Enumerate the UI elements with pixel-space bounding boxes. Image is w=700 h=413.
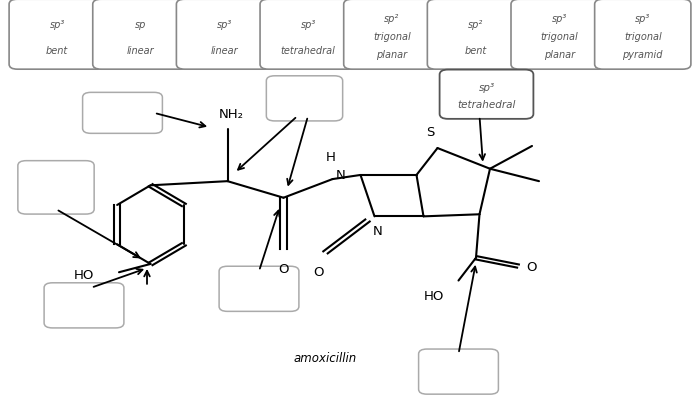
Text: NH₂: NH₂ xyxy=(218,108,244,121)
FancyBboxPatch shape xyxy=(594,0,691,70)
Text: bent: bent xyxy=(464,46,486,56)
Text: trigonal: trigonal xyxy=(373,32,411,42)
Text: sp³: sp³ xyxy=(552,14,567,24)
Text: N: N xyxy=(372,224,382,237)
FancyBboxPatch shape xyxy=(511,0,608,70)
Text: amoxicillin: amoxicillin xyxy=(294,351,357,364)
Text: trigonal: trigonal xyxy=(540,32,578,42)
Text: sp²: sp² xyxy=(384,14,400,24)
FancyBboxPatch shape xyxy=(18,161,94,215)
Text: tetrahedral: tetrahedral xyxy=(457,100,516,110)
Text: HO: HO xyxy=(424,289,444,302)
Text: linear: linear xyxy=(211,46,238,56)
FancyBboxPatch shape xyxy=(266,77,343,122)
Text: O: O xyxy=(526,260,537,273)
FancyBboxPatch shape xyxy=(427,0,524,70)
FancyBboxPatch shape xyxy=(44,283,124,328)
Text: HO: HO xyxy=(74,268,95,281)
FancyBboxPatch shape xyxy=(440,70,533,120)
Text: O: O xyxy=(314,265,323,278)
Text: pyramid: pyramid xyxy=(622,50,663,60)
Text: S: S xyxy=(426,126,435,138)
Text: bent: bent xyxy=(46,46,69,56)
Text: trigonal: trigonal xyxy=(624,32,662,42)
Text: sp³: sp³ xyxy=(300,20,316,30)
Text: sp³: sp³ xyxy=(217,20,232,30)
Text: sp²: sp² xyxy=(468,20,483,30)
Text: planar: planar xyxy=(544,50,575,60)
Text: sp: sp xyxy=(135,20,146,30)
FancyBboxPatch shape xyxy=(92,0,189,70)
Text: linear: linear xyxy=(127,46,155,56)
FancyBboxPatch shape xyxy=(9,0,105,70)
FancyBboxPatch shape xyxy=(260,0,356,70)
Text: H: H xyxy=(326,151,336,164)
Text: sp³: sp³ xyxy=(635,14,650,24)
FancyBboxPatch shape xyxy=(176,0,272,70)
FancyBboxPatch shape xyxy=(219,267,299,311)
Text: N: N xyxy=(335,168,345,181)
Text: tetrahedral: tetrahedral xyxy=(281,46,335,56)
Text: sp³: sp³ xyxy=(50,20,65,30)
Text: sp³: sp³ xyxy=(478,83,495,93)
FancyBboxPatch shape xyxy=(344,0,440,70)
Text: O: O xyxy=(279,262,288,275)
FancyBboxPatch shape xyxy=(83,93,162,134)
Text: planar: planar xyxy=(377,50,407,60)
FancyBboxPatch shape xyxy=(419,349,498,394)
